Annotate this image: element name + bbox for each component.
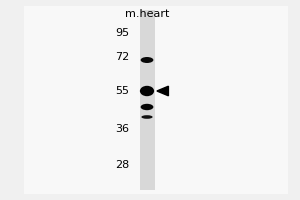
Text: m.heart: m.heart	[125, 9, 169, 19]
Ellipse shape	[141, 57, 153, 63]
Bar	[24, 6, 288, 194]
Ellipse shape	[141, 115, 153, 119]
Text: 95: 95	[115, 28, 129, 38]
Bar	[140, 10, 154, 190]
Ellipse shape	[141, 104, 153, 110]
Polygon shape	[157, 86, 168, 96]
Text: 36: 36	[115, 124, 129, 134]
Text: 55: 55	[115, 86, 129, 96]
Text: 28: 28	[115, 160, 129, 170]
Text: 72: 72	[115, 52, 129, 62]
Ellipse shape	[140, 86, 154, 96]
